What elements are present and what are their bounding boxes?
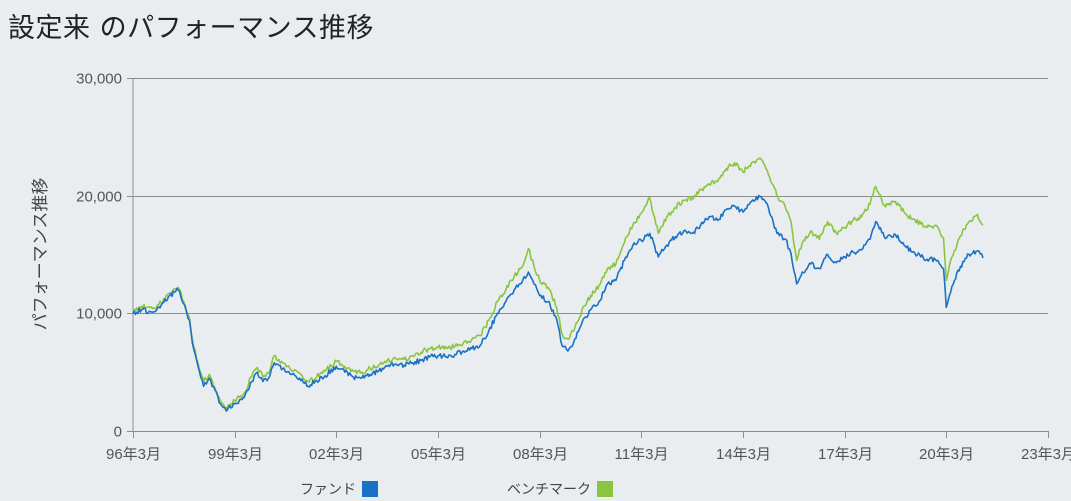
series-lines [132, 157, 984, 412]
series-line-fund [132, 194, 984, 412]
y-tick-label: 0 [114, 424, 122, 441]
y-tick-label: 20,000 [76, 189, 122, 206]
x-tick-label: 20年3月 [919, 446, 974, 463]
x-tick-label: 02年3月 [309, 446, 364, 463]
legend-item-fund: ファンド [300, 480, 378, 498]
grid-lines [127, 78, 1048, 432]
x-axis-ticks: 96年3月 99年3月 02年3月 05年3月 08年3月 11年3月 14年3月 17年3月… [106, 431, 1071, 463]
x-tick-label: 23年3月 [1021, 446, 1071, 463]
legend-swatch-benchmark [597, 481, 613, 497]
x-tick-label: 96年3月 [106, 446, 161, 463]
x-tick-label: 11年3月 [615, 446, 669, 463]
y-axis-label: パフォーマンス推移 [31, 178, 51, 331]
legend-label-fund: ファンド [300, 482, 356, 498]
x-tick-label: 99年3月 [208, 446, 263, 463]
legend-label-benchmark: ベンチマーク [507, 482, 591, 498]
x-tick-label: 14年3月 [716, 446, 771, 463]
page-title: 設定来 のパフォーマンス推移 [8, 13, 375, 44]
legend-item-benchmark: ベンチマーク [507, 480, 613, 498]
y-axis-ticks: 0 10,000 20,000 30,000 [76, 71, 122, 441]
legend-swatch-fund [362, 481, 378, 497]
series-line-benchmark [132, 157, 984, 410]
y-tick-label: 10,000 [76, 306, 122, 323]
x-tick-label: 05年3月 [411, 446, 466, 463]
x-tick-label: 17年3月 [818, 446, 873, 463]
y-tick-label: 30,000 [76, 71, 122, 88]
x-tick-label: 08年3月 [513, 446, 568, 463]
